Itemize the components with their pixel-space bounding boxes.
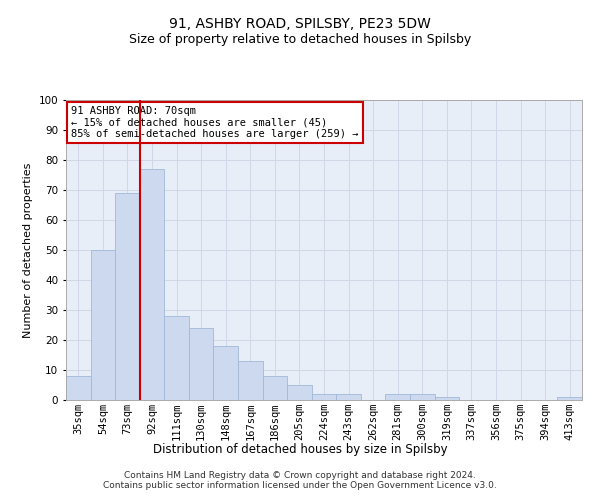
Bar <box>140 169 164 400</box>
Bar <box>410 394 434 400</box>
Bar <box>115 193 140 400</box>
Bar <box>434 397 459 400</box>
Text: Size of property relative to detached houses in Spilsby: Size of property relative to detached ho… <box>129 32 471 46</box>
Y-axis label: Number of detached properties: Number of detached properties <box>23 162 33 338</box>
Text: Contains HM Land Registry data © Crown copyright and database right 2024.
Contai: Contains HM Land Registry data © Crown c… <box>103 470 497 490</box>
Text: 91, ASHBY ROAD, SPILSBY, PE23 5DW: 91, ASHBY ROAD, SPILSBY, PE23 5DW <box>169 18 431 32</box>
Bar <box>66 376 91 400</box>
Bar <box>557 397 582 400</box>
Text: Distribution of detached houses by size in Spilsby: Distribution of detached houses by size … <box>152 442 448 456</box>
Bar <box>238 361 263 400</box>
Bar <box>189 328 214 400</box>
Bar <box>214 346 238 400</box>
Bar <box>263 376 287 400</box>
Bar <box>312 394 336 400</box>
Bar <box>385 394 410 400</box>
Bar <box>287 385 312 400</box>
Bar <box>91 250 115 400</box>
Bar <box>164 316 189 400</box>
Text: 91 ASHBY ROAD: 70sqm
← 15% of detached houses are smaller (45)
85% of semi-detac: 91 ASHBY ROAD: 70sqm ← 15% of detached h… <box>71 106 359 139</box>
Bar <box>336 394 361 400</box>
